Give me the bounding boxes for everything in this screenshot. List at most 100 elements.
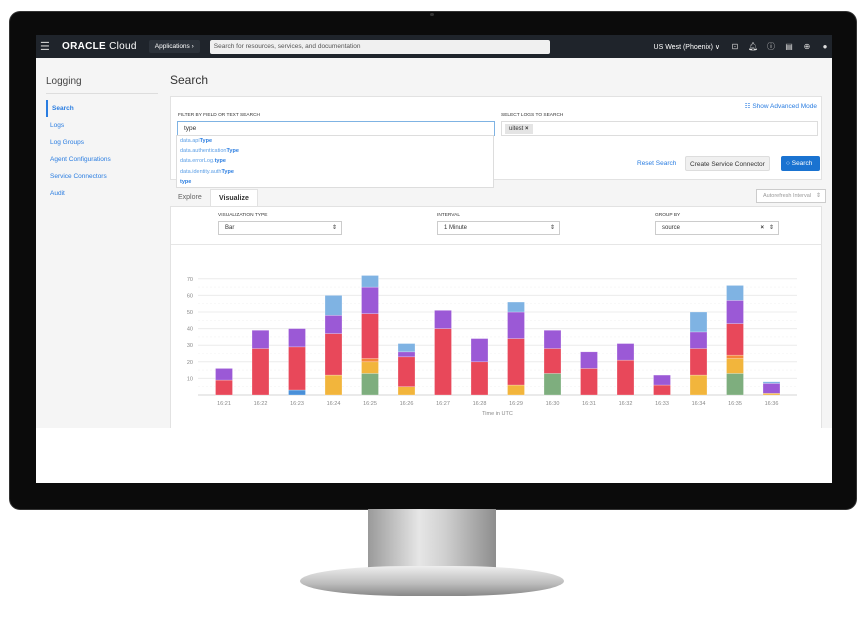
bar-segment [507, 338, 525, 386]
top-nav: ☰ ORACLE Cloud Applications › Search for… [36, 35, 832, 58]
sidebar: Logging Search Logs Log Groups Agent Con… [46, 58, 158, 202]
x-tick-label: 16:30 [546, 401, 560, 407]
select-logs-input[interactable]: uitest × [501, 121, 818, 136]
create-service-connector-button[interactable]: Create Service Connector [685, 156, 770, 171]
interval-select[interactable]: 1 Minute ⇕ [437, 221, 560, 235]
x-tick-label: 16:27 [436, 401, 450, 407]
y-tick-label: 70 [187, 277, 193, 283]
suggestion-item[interactable]: data.apiType [180, 138, 213, 144]
tab-explore[interactable]: Explore [178, 194, 202, 201]
x-tick-label: 16:31 [582, 401, 596, 407]
bar-segment [580, 351, 598, 369]
x-tick-label: 16:21 [217, 401, 231, 407]
bar-segment [470, 361, 489, 396]
bell-icon[interactable]: 🔔︎ [748, 41, 759, 51]
filter-label: FILTER BY FIELD OR TEXT SEARCH [178, 113, 261, 118]
suggestion-item[interactable]: type [180, 178, 192, 185]
group-by-select[interactable]: source × ⇕ [655, 221, 779, 235]
remove-chip-icon[interactable]: × [525, 126, 529, 132]
x-tick-label: 16:28 [473, 401, 487, 407]
x-tick-label: 16:34 [692, 401, 706, 407]
sidebar-item-search[interactable]: Search [46, 100, 158, 117]
tab-visualize[interactable]: Visualize [210, 189, 258, 206]
updown-icon: ⇕ [549, 225, 555, 231]
monitor-camera [430, 13, 434, 16]
bar-segment [361, 313, 379, 359]
updown-icon: ⇕ [768, 225, 774, 231]
visualize-panel: VISUALIZATION TYPE Bar ⇕ INTERVAL 1 Minut… [170, 206, 822, 431]
bar-segment [361, 361, 379, 374]
viz-type-select[interactable]: Bar ⇕ [218, 221, 342, 235]
monitor-base [300, 566, 564, 596]
bar-segment [434, 328, 452, 396]
bar-segment [215, 379, 233, 396]
bar-segment [726, 285, 744, 301]
reset-search-link[interactable]: Reset Search [637, 160, 677, 167]
user-icon[interactable]: ● [822, 41, 828, 51]
bar-segment [726, 358, 744, 374]
bar-segment [762, 383, 781, 394]
sidebar-item-log-groups[interactable]: Log Groups [50, 139, 84, 146]
bar-segment [361, 358, 379, 363]
bar-segment [324, 333, 343, 376]
hamburger-menu-icon[interactable]: ☰ [40, 41, 50, 53]
bar-segment [361, 373, 379, 396]
bar-segment [653, 384, 671, 396]
y-tick-label: 30 [187, 343, 193, 349]
sidebar-item-audit[interactable]: Audit [50, 190, 65, 197]
show-advanced-mode-link[interactable]: ☷ Show Advanced Mode [744, 103, 817, 110]
sliders-icon: ☷ [744, 103, 753, 110]
bar-segment [616, 359, 635, 396]
sidebar-item-service-connectors[interactable]: Service Connectors [50, 173, 107, 180]
bar-segment [251, 330, 270, 349]
bar-segment [434, 310, 452, 329]
chat-icon[interactable]: ▤ [785, 41, 793, 51]
terminal-icon[interactable]: ⊡ [731, 41, 739, 51]
bar-segment [361, 286, 379, 314]
bar-segment [689, 331, 708, 349]
autorefresh-select[interactable]: Autorefresh Interval ⇕ [756, 189, 826, 203]
suggestion-item[interactable]: data.identity.authType [180, 168, 234, 175]
bar-segment [361, 275, 379, 288]
interval-label: INTERVAL [437, 213, 461, 218]
oracle-cloud-logo[interactable]: ORACLE Cloud [62, 41, 137, 52]
screen-bottom [36, 428, 832, 483]
x-tick-label: 16:26 [400, 401, 414, 407]
bar-segment [397, 351, 416, 358]
search-icon: ○ [786, 160, 792, 167]
updown-icon: ⇕ [815, 193, 821, 199]
log-chip: uitest × [505, 124, 533, 134]
x-tick-label: 16:24 [327, 401, 341, 407]
page-title: Search [170, 73, 209, 87]
filter-input[interactable]: type [177, 121, 495, 136]
globe-icon[interactable]: ⊕ [803, 41, 811, 51]
bar-segment [324, 315, 343, 334]
global-search-input[interactable]: Search for resources, services, and docu… [209, 39, 550, 54]
suggestion-item[interactable]: data.errorLog.type [180, 158, 226, 165]
search-button[interactable]: ○ Search [781, 156, 820, 171]
bar-segment [397, 356, 416, 387]
region-selector[interactable]: US West (Phoenix) ∨ [653, 43, 720, 51]
sidebar-item-logs[interactable]: Logs [50, 122, 65, 129]
help-icon[interactable]: ⓘ [767, 41, 775, 51]
bar-segment [288, 389, 306, 396]
sidebar-item-agent-configurations[interactable]: Agent Configurations [50, 156, 111, 163]
bar-segment [726, 354, 744, 359]
x-axis-label: Time in UTC [482, 411, 513, 417]
sidebar-title: Logging [46, 76, 158, 94]
bar-segment [397, 343, 416, 353]
x-tick-label: 16:29 [509, 401, 523, 407]
bar-chart: 10 20 30 40 50 60 70 16:21 16:22 16:23 16:24 16:25 1… [187, 275, 797, 417]
x-tick-label: 16:32 [619, 401, 633, 407]
y-tick-label: 60 [187, 293, 193, 299]
bar-segment [470, 338, 489, 363]
bar-segment [543, 348, 562, 374]
y-tick-label: 40 [187, 327, 193, 333]
bar-segment [726, 373, 744, 396]
viz-type-label: VISUALIZATION TYPE [218, 213, 268, 218]
clear-icon[interactable]: × [760, 225, 764, 231]
applications-button[interactable]: Applications › [148, 40, 200, 53]
bar-segment [616, 343, 635, 361]
suggestion-item[interactable]: data.authenticationType [180, 148, 239, 155]
screen: ☰ ORACLE Cloud Applications › Search for… [36, 35, 832, 483]
